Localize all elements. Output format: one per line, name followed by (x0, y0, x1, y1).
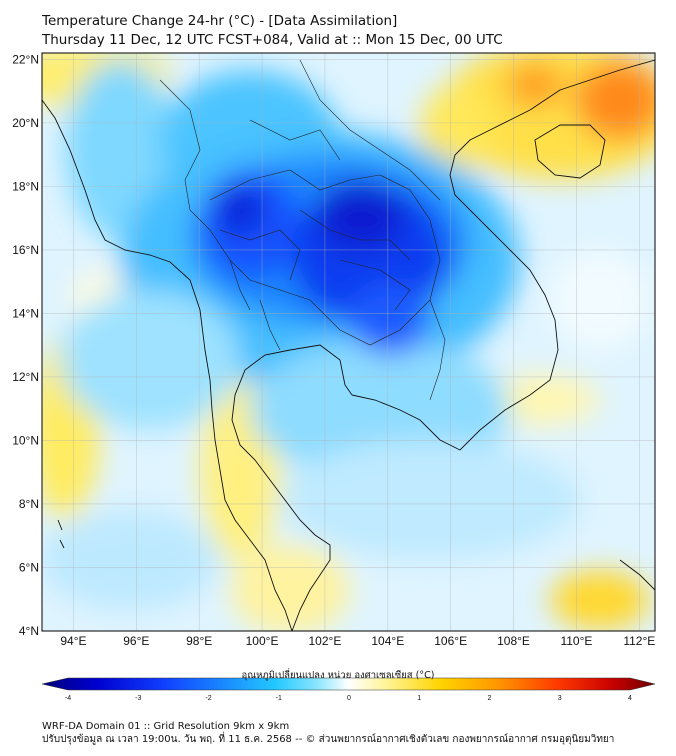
colorbar-bar (41, 677, 656, 691)
lon-label: 112°E (623, 634, 655, 648)
coastlines (42, 59, 655, 631)
lat-label: 22°N (12, 52, 39, 66)
longitude-labels: 94°E 96°E 98°E 100°E 102°E 104°E 106°E 108°E 110… (60, 634, 655, 648)
lat-label: 16°N (12, 243, 39, 257)
graticule (42, 53, 655, 631)
temperature-field (42, 53, 655, 631)
lon-label: 108°E (497, 634, 530, 648)
lat-label: 6°N (19, 560, 39, 574)
lon-label: 106°E (434, 634, 467, 648)
lon-label: 94°E (60, 634, 86, 648)
footer: WRF-DA Domain 01 :: Grid Resolution 9km … (42, 720, 614, 746)
lat-label: 4°N (19, 624, 39, 638)
colorbar-ticks: -4 -3 -2 -1 0 1 2 3 4 (65, 695, 632, 702)
lat-label: 10°N (12, 433, 39, 447)
colorbar: -4 -3 -2 -1 0 1 2 3 4 (41, 677, 656, 702)
admin-borders (159, 59, 446, 401)
lat-label: 12°N (12, 370, 39, 384)
colorbar-tick-label: 3 (558, 695, 562, 702)
colorbar-tick-label: -4 (65, 695, 71, 702)
lon-label: 110°E (560, 634, 592, 648)
lon-label: 98°E (186, 634, 212, 648)
colorbar-tick-label: 0 (347, 695, 351, 702)
lat-label: 18°N (12, 179, 39, 193)
lon-label: 96°E (123, 634, 149, 648)
footer-line-2: ปรับปรุงข้อมูล ณ เวลา 19:00น. วัน พฤ. ที… (42, 734, 615, 745)
latitude-labels: 22°N 20°N 18°N 16°N 14°N 12°N 10°N 8°N 6°N 4°N (12, 52, 39, 638)
colorbar-tick-label: -2 (205, 695, 211, 702)
colorbar-tick-label: 2 (488, 695, 492, 702)
lon-label: 102°E (309, 634, 342, 648)
footer-line-1: WRF-DA Domain 01 :: Grid Resolution 9km … (42, 721, 290, 732)
lat-label: 20°N (12, 116, 39, 130)
map-title: Temperature Change 24-hr (°C) - [Data As… (42, 12, 503, 50)
map-frame (41, 52, 656, 632)
colorbar-tick-label: 4 (628, 695, 632, 702)
colorbar-label: อุณหภูมิเปลี่ยนแปลง หน่วย องศาเซลเซียส (… (241, 670, 435, 681)
lon-label: 100°E (246, 634, 279, 648)
colorbar-tick-label: 1 (417, 695, 421, 702)
colorbar-tick-label: -1 (276, 695, 282, 702)
lon-label: 104°E (371, 634, 404, 648)
lat-label: 14°N (12, 306, 39, 320)
colorbar-tick-label: -3 (135, 695, 141, 702)
title-line-1: Temperature Change 24-hr (°C) - [Data As… (42, 13, 398, 29)
title-line-2: Thursday 11 Dec, 12 UTC FCST+084, Valid … (42, 32, 503, 48)
lat-label: 8°N (19, 497, 39, 511)
